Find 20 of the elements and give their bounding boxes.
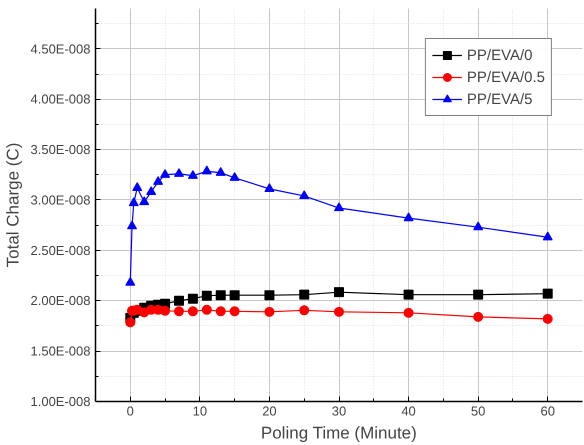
y-tick-label: 1.50E-008 (30, 344, 91, 359)
y-tick-label: 1.00E-008 (30, 394, 91, 409)
y-tick-label: 3.50E-008 (30, 142, 91, 158)
y-tick-label: 4.50E-008 (30, 41, 91, 56)
x-tick-label: 60 (540, 404, 555, 418)
x-tick-label: 50 (470, 404, 486, 418)
x-tick-label: 0 (126, 404, 134, 418)
y-tick-label: 4.00E-008 (30, 92, 91, 107)
y-axis-title: Total Charge (C) (4, 142, 23, 268)
x-axis-title: Poling Time (Minute) (260, 424, 417, 442)
legend-label: PP/EVA/0.5 (466, 68, 545, 86)
x-tick-label: 40 (401, 404, 416, 418)
y-tick-label: 3.00E-008 (30, 192, 91, 208)
legend-label: PP/EVA/0 (466, 46, 532, 64)
y-tick-label: 2.50E-008 (30, 242, 91, 258)
x-tick-label: 20 (262, 404, 277, 418)
x-tick-label: 30 (332, 404, 346, 418)
legend-label: PP/EVA/5 (466, 90, 532, 108)
y-tick-label: 2.00E-008 (30, 293, 91, 308)
x-tick-label: 10 (192, 404, 208, 418)
